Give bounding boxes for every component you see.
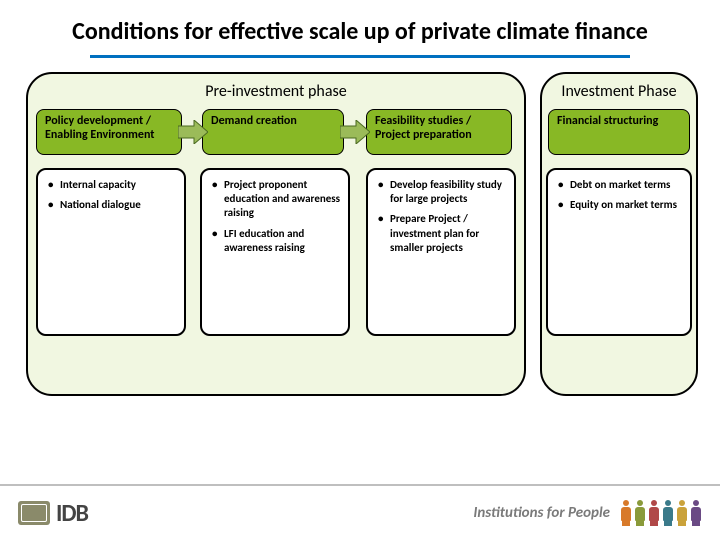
page-title: Conditions for effective scale up of pri…	[0, 0, 720, 51]
col-body-feasibility: Develop feasibility study for large proj…	[366, 168, 516, 336]
flow-arrow-icon	[340, 120, 370, 144]
list-item: Develop feasibility study for large proj…	[376, 178, 508, 207]
list-item: Internal capacity	[46, 178, 178, 192]
idb-logo: IDB	[18, 499, 88, 528]
list-item: Debt on market terms	[556, 178, 684, 192]
list-item: Project proponent education and awarenes…	[210, 178, 342, 221]
idb-mark-icon	[18, 501, 50, 525]
col-body-financial: Debt on market terms Equity on market te…	[546, 168, 692, 336]
col-header-policy: Policy development / Enabling Environmen…	[36, 109, 182, 155]
list-item: LFI education and awareness raising	[210, 227, 342, 256]
footer-tagline: Institutions for People	[473, 504, 610, 522]
person-icon	[662, 500, 674, 526]
col-header-feasibility: Feasibility studies / Project preparatio…	[366, 109, 512, 155]
list-item: Equity on market terms	[556, 198, 684, 212]
person-icon	[648, 500, 660, 526]
person-icon	[690, 500, 702, 526]
people-icons	[620, 500, 702, 526]
pre-phase-label: Pre-investment phase	[28, 74, 524, 107]
person-icon	[676, 500, 688, 526]
footer: IDB Institutions for People	[0, 484, 720, 540]
inv-phase-label: Investment Phase	[542, 74, 696, 107]
person-icon	[634, 500, 646, 526]
title-underline	[90, 55, 630, 58]
col-body-demand: Project proponent education and awarenes…	[200, 168, 350, 336]
flow-arrow-icon	[178, 120, 208, 144]
list-item: National dialogue	[46, 198, 178, 212]
col-body-policy: Internal capacity National dialogue	[36, 168, 186, 336]
idb-logo-text: IDB	[56, 499, 88, 528]
col-header-financial: Financial structuring	[548, 109, 690, 155]
list-item: Prepare Project / investment plan for sm…	[376, 212, 508, 255]
col-header-demand: Demand creation	[202, 109, 344, 155]
person-icon	[620, 500, 632, 526]
footer-tagline-block: Institutions for People	[473, 500, 702, 526]
